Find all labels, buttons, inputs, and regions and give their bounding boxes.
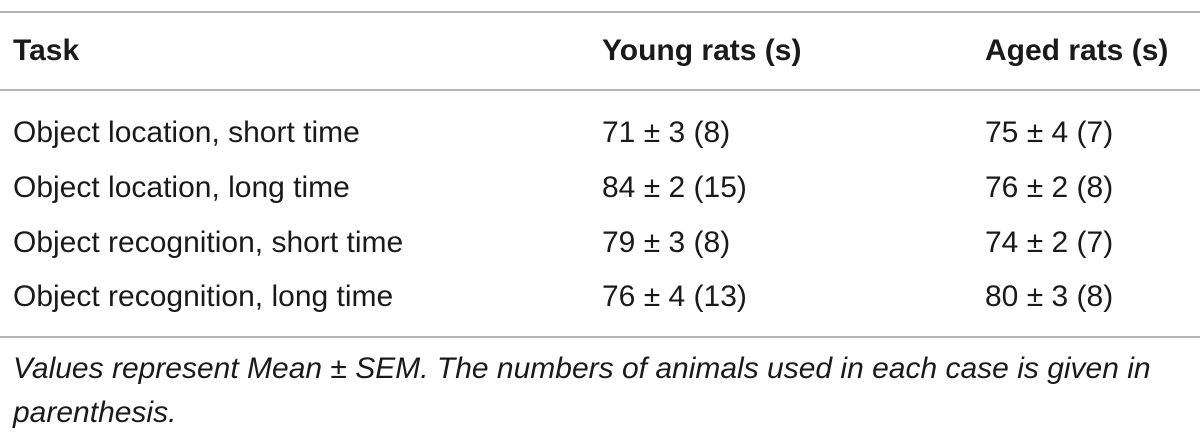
row-young-cell: 79 ± 3 (8) — [602, 226, 731, 259]
row-aged-cell: 75 ± 4 (7) — [985, 116, 1114, 149]
row-aged-cell: 76 ± 2 (8) — [985, 171, 1114, 204]
header-young-rats: Young rats (s) — [602, 34, 802, 67]
header-aged-rats: Aged rats (s) — [985, 34, 1169, 67]
row-young-cell: 76 ± 4 (13) — [602, 280, 747, 313]
row-task-cell: Object location, long time — [13, 171, 350, 204]
row-young-cell: 84 ± 2 (15) — [602, 171, 747, 204]
row-task-cell: Object recognition, long time — [13, 280, 394, 313]
table-top-rule — [0, 11, 1200, 13]
row-young-cell: 71 ± 3 (8) — [602, 116, 731, 149]
header-task: Task — [13, 34, 80, 67]
row-task-cell: Object location, short time — [13, 116, 360, 149]
row-task-cell: Object recognition, short time — [13, 226, 404, 259]
row-aged-cell: 80 ± 3 (8) — [985, 280, 1114, 313]
table-bottom-rule — [0, 336, 1200, 338]
header-rule — [0, 89, 1200, 91]
row-aged-cell: 74 ± 2 (7) — [985, 226, 1114, 259]
table-footnote: Values represent Mean ± SEM. The numbers… — [13, 352, 1151, 429]
